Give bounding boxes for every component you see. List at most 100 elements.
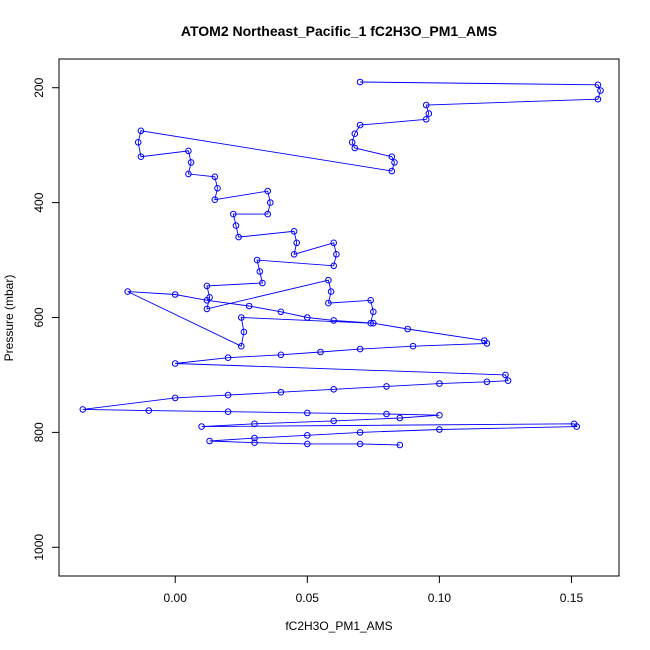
- data-point: [351, 130, 359, 137]
- data-point: [224, 408, 232, 416]
- data-point: [245, 302, 253, 310]
- data-point: [264, 210, 272, 218]
- data-point: [504, 377, 512, 385]
- data-point: [396, 441, 404, 449]
- data-point: [293, 239, 301, 247]
- data-point: [391, 159, 398, 166]
- data-point: [137, 153, 145, 160]
- data-point: [224, 354, 232, 362]
- data-point: [185, 170, 192, 178]
- data-point: [235, 233, 242, 241]
- data-point: [290, 251, 298, 258]
- y-tick-label: 600: [32, 307, 46, 327]
- data-point: [211, 173, 219, 181]
- data-point: [356, 78, 364, 86]
- data-point: [238, 314, 245, 321]
- series-line: [82, 81, 601, 446]
- data-point: [356, 345, 364, 353]
- data-point: [356, 121, 364, 129]
- data-point: [436, 380, 443, 387]
- data-point: [388, 167, 396, 175]
- data-point: [383, 410, 390, 418]
- x-axis: 0.00 0.05 0.10 0.15: [164, 576, 584, 605]
- data-point: [436, 411, 443, 419]
- data-point: [409, 342, 417, 350]
- y-tick-label: 400: [32, 192, 46, 212]
- data-point: [330, 262, 338, 270]
- x-axis-label: fC2H3O_PM1_AMS: [285, 619, 392, 633]
- data-point: [277, 388, 285, 396]
- data-point: [134, 139, 142, 146]
- data-point: [348, 139, 356, 146]
- data-point: [396, 414, 404, 422]
- data-point: [171, 291, 179, 298]
- data-point: [404, 325, 412, 333]
- data-point: [238, 342, 245, 350]
- data-point: [330, 386, 338, 393]
- data-point: [277, 351, 285, 359]
- data-point: [370, 308, 377, 316]
- data-point: [290, 228, 298, 235]
- data-point: [185, 147, 192, 155]
- data-point: [171, 394, 179, 402]
- data-point: [422, 101, 430, 109]
- data-point: [203, 282, 211, 290]
- data-point: [203, 297, 211, 304]
- x-tick-label: 0.05: [296, 591, 320, 605]
- y-axis: 200 400 600 800 1000: [32, 77, 59, 561]
- chart-title: ATOM2 Northeast_Pacific_1 fC2H3O_PM1_AMS: [181, 23, 497, 39]
- data-point: [367, 319, 375, 327]
- data-point: [333, 251, 340, 258]
- data-point: [264, 187, 272, 195]
- data-point: [573, 423, 581, 430]
- data-point: [425, 110, 433, 117]
- data-point: [259, 279, 266, 287]
- data-point: [330, 417, 338, 425]
- data-point: [206, 437, 213, 445]
- data-point: [367, 297, 375, 304]
- plot-frame: [58, 58, 620, 577]
- y-tick-label: 1000: [32, 534, 46, 561]
- data-point: [124, 288, 131, 295]
- x-tick-label: 0.00: [164, 591, 188, 605]
- data-point: [79, 406, 87, 413]
- data-point: [422, 116, 430, 123]
- data-point: [171, 360, 179, 367]
- data-point: [224, 391, 232, 399]
- data-point: [230, 210, 237, 218]
- data-point: [325, 299, 332, 307]
- x-tick-label: 0.15: [560, 591, 584, 605]
- data-point: [330, 317, 338, 324]
- data-point: [137, 127, 145, 135]
- data-point: [594, 81, 602, 89]
- data-point: [325, 276, 332, 284]
- data-point: [251, 439, 258, 447]
- data-point: [356, 440, 364, 448]
- data-point: [304, 409, 311, 417]
- data-point: [436, 426, 443, 433]
- data-point: [256, 268, 264, 275]
- y-tick-label: 800: [32, 422, 46, 442]
- x-tick-label: 0.10: [428, 591, 452, 605]
- y-tick-label: 200: [32, 77, 46, 97]
- data-point: [317, 348, 324, 356]
- data-point: [304, 440, 311, 448]
- data-point: [267, 199, 274, 206]
- data-point: [187, 159, 195, 166]
- plot-area: [79, 78, 604, 449]
- data-point: [483, 340, 491, 347]
- data-point: [502, 371, 509, 379]
- data-point: [253, 256, 261, 264]
- data-point: [145, 407, 153, 414]
- data-point: [240, 328, 248, 336]
- data-point: [383, 383, 390, 390]
- data-point: [214, 185, 221, 192]
- data-point: [198, 423, 205, 430]
- data-point: [211, 196, 219, 203]
- data-point: [483, 378, 491, 386]
- data-point: [304, 314, 311, 321]
- data-point: [351, 144, 359, 152]
- data-point: [203, 305, 211, 313]
